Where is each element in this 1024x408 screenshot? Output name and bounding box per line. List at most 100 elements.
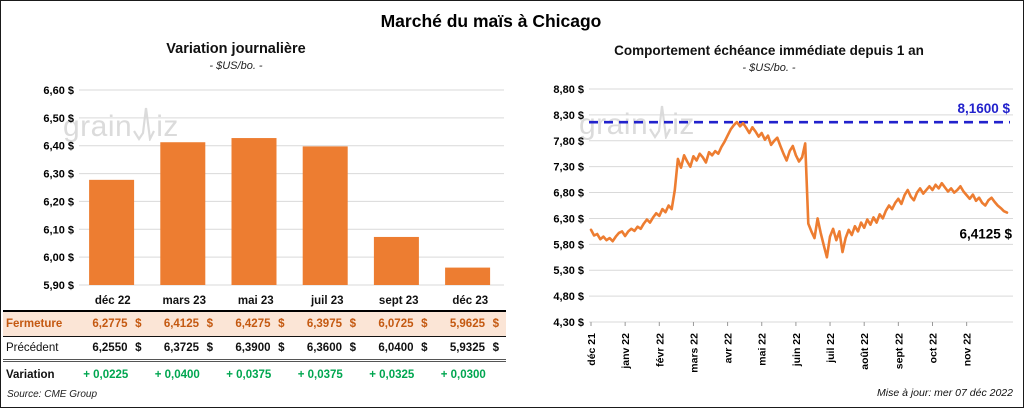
table-value: + 0,0225 [83, 369, 129, 381]
daily-variation-bar-chart: 6,60 $ 6,50 $ 6,40 $ 6,30 $ 6,20 $ 6,10 $ 6,00… [43, 85, 504, 292]
currency-symbol: $ [135, 342, 142, 354]
currency-symbol: $ [278, 342, 285, 354]
x-tick-label: mars 22 [688, 333, 700, 373]
table-value: + 0,0375 [297, 369, 343, 381]
front-month-line-chart: 8,80 $ 8,30 $ 7,80 $ 7,30 $ 6,80 $ 6,30 $ 5,80… [553, 84, 1013, 373]
bar-juil 23 [302, 146, 348, 285]
x-tick-label: déc 21 [586, 333, 598, 366]
y-tick-label: 6,50 $ [43, 113, 74, 125]
value-number: 6,0725 [378, 318, 414, 330]
currency-symbol: $ [278, 318, 285, 330]
table-value: 5,9325 $ [434, 337, 506, 362]
y-tick-label: 6,40 $ [43, 141, 74, 153]
currency-symbol: $ [492, 342, 499, 354]
x-tick-label: juin 22 [791, 333, 803, 367]
value-number: 6,3975 [306, 318, 342, 330]
currency-symbol: $ [206, 342, 213, 354]
bar-déc 23 [445, 267, 491, 285]
update-note: Mise à jour: mer 07 déc 2022 [877, 387, 1013, 399]
table-value: 6,0725 $ [363, 312, 435, 337]
y-tick-label: 8,80 $ [553, 84, 584, 96]
column-header: déc 23 [434, 291, 506, 312]
table-value: 6,3900 $ [220, 337, 292, 362]
currency-symbol: $ [492, 318, 499, 330]
currency-symbol: $ [421, 342, 428, 354]
table-value: 6,0400 $ [363, 337, 435, 362]
value-number: 6,3725 [163, 342, 199, 354]
table-value: + 0,0400 [154, 369, 200, 381]
y-tick-label: 6,30 $ [43, 169, 74, 181]
x-tick-label: sept 22 [893, 333, 905, 369]
currency-symbol: $ [135, 318, 142, 330]
table-value: 6,3725 $ [148, 337, 220, 362]
value-number: 6,2775 [92, 318, 128, 330]
x-tick-label: juil 22 [825, 333, 837, 364]
line-chart-title: Comportement échéance immédiate depuis 1… [614, 43, 924, 58]
x-tick-label: nov 22 [962, 333, 974, 366]
table-value: 5,9625 $ [434, 312, 506, 337]
bar-chart-title: Variation journalière [166, 41, 306, 57]
source-note: Source: CME Group [7, 389, 98, 400]
y-tick-label: 6,10 $ [43, 224, 74, 236]
reference-value-label: 8,1600 $ [957, 101, 1010, 116]
x-tick-label: avr 22 [723, 333, 735, 364]
value-number: 5,9325 [449, 342, 485, 354]
table-value: 6,3975 $ [291, 312, 363, 337]
x-tick-label: août 22 [859, 333, 871, 370]
column-header: sept 23 [363, 291, 435, 312]
row-label-variation: Variation [6, 369, 55, 381]
bar-chart-subtitle: - $US/bo. - [209, 60, 263, 72]
value-number: 5,9625 [449, 318, 485, 330]
x-tick-label: oct 22 [927, 333, 939, 364]
y-tick-label: 4,30 $ [553, 317, 584, 329]
bar-mars 23 [160, 142, 206, 285]
column-header: mars 23 [148, 291, 220, 312]
y-tick-label: 6,30 $ [553, 213, 584, 225]
page-title: Marché du maïs à Chicago [380, 11, 602, 31]
table-value: 6,2775 $ [77, 312, 149, 337]
bar-déc 22 [89, 179, 135, 285]
y-tick-label: 5,80 $ [553, 239, 584, 251]
column-header: déc 22 [77, 291, 149, 312]
y-tick-label: 6,00 $ [43, 252, 74, 264]
table-value: 6,2550 $ [77, 337, 149, 362]
currency-symbol: $ [349, 318, 356, 330]
table-value: + 0,0375 [226, 369, 272, 381]
currency-symbol: $ [349, 342, 356, 354]
value-number: 6,4125 [163, 318, 199, 330]
last-value-label: 6,4125 $ [959, 227, 1012, 242]
x-tick-label: févr 22 [654, 333, 666, 367]
y-tick-label: 7,30 $ [553, 162, 584, 174]
y-tick-label: 6,60 $ [43, 85, 74, 97]
row-label-precedent: Précédent [3, 337, 77, 362]
table-value: 6,4125 $ [148, 312, 220, 337]
value-number: 6,2550 [92, 342, 128, 354]
y-tick-label: 8,30 $ [553, 110, 584, 122]
value-number: 6,3900 [235, 342, 271, 354]
currency-symbol: $ [421, 318, 428, 330]
table-corner [3, 291, 77, 312]
value-number: 6,4275 [235, 318, 271, 330]
y-tick-label: 6,80 $ [553, 188, 584, 200]
bar-mai 23 [231, 138, 277, 285]
column-header: juil 23 [291, 291, 363, 312]
y-tick-label: 5,30 $ [553, 265, 584, 277]
x-tick-label: janv 22 [620, 333, 632, 370]
x-tick-label: mai 22 [757, 333, 769, 366]
line-chart-subtitle: - $US/bo. - [742, 62, 796, 74]
table-value: 6,3600 $ [291, 337, 363, 362]
y-tick-label: 4,80 $ [553, 291, 584, 303]
y-tick-label: 7,80 $ [553, 136, 584, 148]
futures-price-table: déc 22 mars 23 mai 23 juil 23 sept 23 déc 23 F… [3, 291, 506, 388]
currency-symbol: $ [206, 318, 213, 330]
table-value: + 0,0300 [440, 369, 486, 381]
bar-sept 23 [373, 236, 419, 285]
y-tick-label: 6,20 $ [43, 196, 74, 208]
y-tick-label: 5,90 $ [43, 280, 74, 292]
value-number: 6,0400 [378, 342, 414, 354]
column-header: mai 23 [220, 291, 292, 312]
value-number: 6,3600 [306, 342, 342, 354]
table-value: 6,4275 $ [220, 312, 292, 337]
price-line [589, 120, 1009, 259]
